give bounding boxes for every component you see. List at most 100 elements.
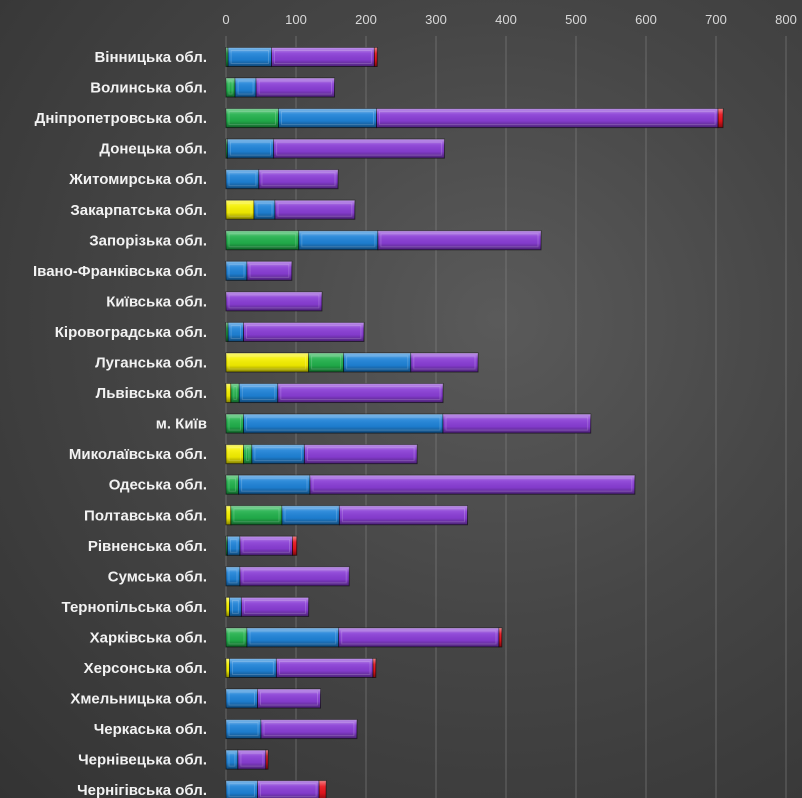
bar-segment-shine (226, 780, 258, 798)
bar-segment-shine (304, 444, 418, 464)
bar-segment (303, 444, 418, 465)
bar-segment-shine (292, 536, 297, 556)
bar-segment-shine (319, 780, 327, 798)
bar-segment (275, 658, 374, 678)
bar-segment-shine (256, 78, 335, 98)
bar-segment (238, 383, 279, 404)
bar-segment-shine (377, 230, 541, 250)
bar-segment-bevel (232, 599, 239, 614)
bar-segment-shine (258, 169, 338, 189)
bar-segment-bevel (256, 202, 273, 217)
bar-segment-bevel (249, 630, 337, 645)
bar-segment-shine (226, 200, 254, 220)
bar-segment-bevel (228, 752, 236, 767)
bar-segment-shine (226, 536, 228, 556)
bar-segment-bevel (258, 80, 333, 95)
bar-segment (265, 749, 269, 770)
bar-segment-shine (226, 689, 258, 709)
bar-segment-bevel (263, 722, 355, 737)
bar-segment (273, 138, 445, 159)
x-tick-label: 800 (775, 12, 797, 27)
bar-segment (258, 169, 339, 190)
bar-segment-bevel (233, 508, 280, 523)
category-label: Донецька обл. (99, 141, 207, 158)
bar-segment-bevel (246, 416, 441, 431)
bar-segment-bevel (280, 386, 441, 401)
bar-segment-shine (310, 475, 635, 495)
bar-segment (225, 383, 232, 404)
bar-segment-bevel (228, 569, 238, 584)
bar-segment (225, 658, 230, 678)
category-label: Житомирська обл. (68, 171, 207, 188)
bar-segment-bevel (246, 447, 250, 462)
bar-segment-bevel (241, 477, 308, 492)
category-label: Херсонська обл. (84, 660, 207, 677)
x-tick-label: 500 (565, 12, 587, 27)
bar-segment-bevel (243, 599, 307, 614)
bar-segment-shine (241, 597, 309, 617)
category-label: Рівненська обл. (88, 538, 207, 555)
bar-segment (225, 688, 258, 709)
bar-segment (257, 780, 320, 798)
bar-segment-bevel (242, 569, 347, 584)
category-label: Волинська обл. (90, 80, 207, 97)
bar-segment (225, 230, 300, 251)
bar-segment (230, 383, 240, 404)
bar-segment (309, 474, 636, 495)
category-label: Вінницька обл. (94, 49, 207, 66)
category-label: Київська обл. (106, 293, 207, 310)
category-label: Тернопільська обл. (62, 599, 207, 616)
bar-segment (278, 108, 377, 129)
x-tick-label: 100 (285, 12, 307, 27)
x-tick-label: 300 (425, 12, 447, 27)
bar-segment (229, 658, 277, 678)
bar-segment (260, 719, 358, 740)
bar-segment (442, 413, 592, 434)
bar-segment (308, 352, 345, 373)
bar-segment-shine (226, 505, 231, 525)
bar-segment-shine (235, 78, 257, 98)
bar-segment-bevel (413, 355, 476, 370)
bar-segment (229, 596, 242, 617)
bar-segment-shine (237, 750, 266, 770)
bar-segment-shine (443, 414, 591, 434)
bar-segment-shine (273, 139, 445, 159)
bar-segment-bevel (241, 386, 276, 401)
bar-segment-shine (226, 322, 229, 342)
bar-segment (225, 291, 323, 312)
category-label: Чернігівська обл. (77, 782, 207, 798)
bar-segment-shine (339, 505, 468, 525)
bar-segment-bevel (228, 630, 245, 645)
bar-segment-shine (243, 444, 252, 464)
category-label: Запорізька обл. (89, 232, 207, 249)
bar-segment (377, 230, 542, 251)
bar-segment-bevel (276, 141, 442, 156)
bar-segment (225, 352, 310, 373)
x-tick-label: 600 (635, 12, 657, 27)
bar-segment (239, 535, 293, 556)
bar-segment-shine (230, 505, 282, 525)
bar-segment (227, 47, 273, 67)
category-label: Івано-Франківська обл. (33, 263, 207, 280)
bar-segment (225, 505, 232, 526)
bar-segment-shine (240, 536, 293, 556)
bar-segment-bevel (228, 447, 241, 462)
bar-segment-shine (228, 47, 272, 67)
bar-segment-shine (226, 566, 240, 586)
bar-segment (225, 749, 239, 770)
bar-segment-shine (718, 108, 723, 128)
bar-segment-bevel (229, 141, 272, 156)
x-tick-label: 400 (495, 12, 517, 27)
bar-segment (277, 383, 444, 404)
bar-segment-shine (247, 627, 339, 647)
bar-segment-shine (374, 47, 378, 67)
bar-segment (243, 444, 253, 465)
bar-segment-shine (226, 169, 259, 189)
bar-segment-shine (226, 658, 230, 678)
bar-segment-shine (247, 261, 292, 281)
category-label: Чернівецька обл. (78, 752, 207, 769)
bar-segment (240, 596, 310, 617)
bar-segment-bevel (380, 233, 539, 248)
x-tick-label: 700 (705, 12, 727, 27)
category-label: Львівська обл. (96, 385, 207, 402)
